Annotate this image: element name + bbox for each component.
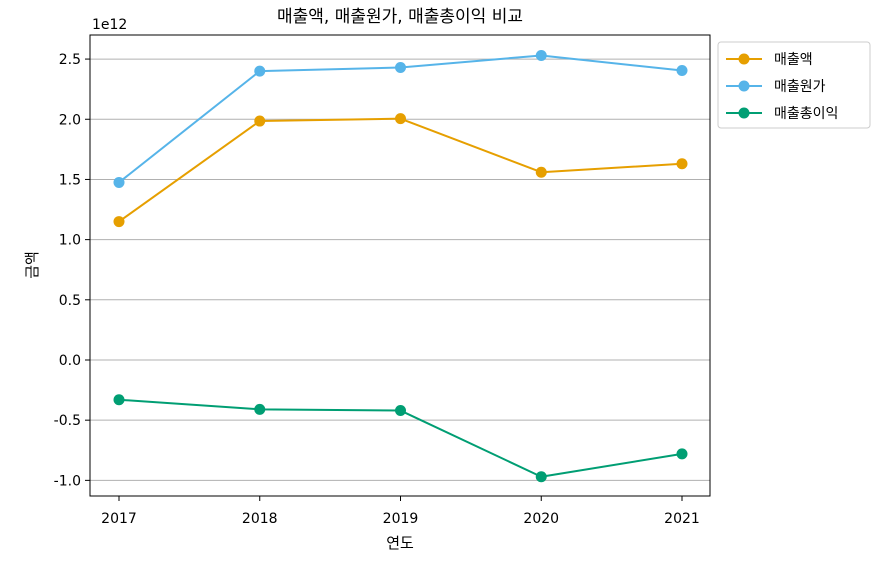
x-tick-label: 2018 — [242, 511, 278, 527]
series-3 — [113, 394, 688, 483]
data-point — [535, 471, 547, 483]
y-tick-label: 0.0 — [59, 353, 81, 369]
x-tick-label: 2017 — [101, 511, 137, 527]
series-2 — [113, 49, 688, 188]
data-point — [395, 405, 406, 417]
data-point — [395, 61, 406, 73]
plot-area — [89, 34, 711, 497]
legend-marker — [738, 80, 750, 92]
data-point — [113, 216, 125, 228]
legend-box — [717, 41, 871, 129]
legend-label: 매출총이익 — [774, 106, 838, 122]
data-point — [395, 113, 406, 125]
data-point — [676, 158, 688, 170]
data-point — [535, 166, 547, 178]
data-point — [254, 403, 266, 415]
y-axis-label: 금액 — [23, 251, 41, 279]
y-axis: -1.0 -0.5 0.0 0.5 1.0 1.5 2.0 2.5 — [54, 52, 90, 489]
series-line — [118, 117, 683, 223]
data-point — [254, 65, 266, 77]
grid — [90, 58, 710, 481]
legend-item: 매출액 — [726, 52, 813, 68]
data-point — [535, 49, 547, 61]
x-tick-label: 2020 — [523, 511, 559, 527]
legend-label: 매출액 — [774, 52, 813, 68]
y-tick-label: 2.5 — [59, 52, 81, 68]
y-tick-label: 2.0 — [59, 112, 81, 128]
y-tick-label: -0.5 — [54, 413, 81, 429]
legend-item: 매출원가 — [726, 79, 826, 95]
series-layer — [113, 49, 688, 483]
data-point — [113, 394, 125, 406]
y-tick-label: 1.0 — [59, 233, 81, 249]
y-tick-label: 1.5 — [59, 172, 81, 188]
legend-item: 매출총이익 — [726, 106, 838, 122]
legend-label: 매출원가 — [774, 79, 826, 95]
x-axis: 2017 2018 2019 2020 2021 — [101, 496, 700, 527]
data-point — [676, 65, 688, 77]
x-tick-label: 2019 — [383, 511, 419, 527]
y-scale-label: 1e12 — [92, 17, 127, 33]
data-point — [254, 115, 266, 127]
legend-marker — [738, 107, 750, 119]
x-tick-label: 2021 — [664, 511, 700, 527]
data-point — [113, 176, 125, 188]
series-1 — [113, 113, 688, 228]
y-tick-label: 0.5 — [59, 293, 81, 309]
legend-marker — [738, 53, 750, 65]
chart-title: 매출액, 매출원가, 매출총이익 비교 — [277, 7, 523, 27]
y-tick-label: -1.0 — [54, 473, 81, 489]
x-axis-label: 연도 — [386, 534, 414, 552]
data-point — [676, 448, 688, 460]
